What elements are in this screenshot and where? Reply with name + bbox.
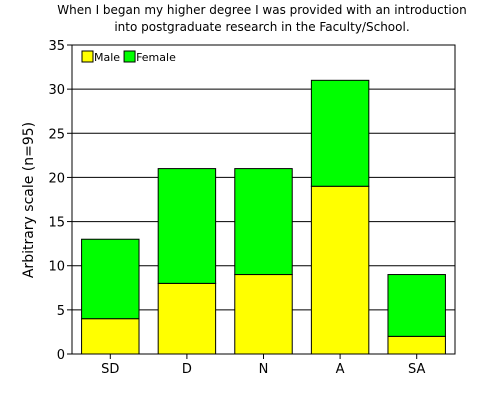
y-axis: 0 5 10 15 20 25 30 35: [48, 39, 72, 363]
y-tick-label: 10: [48, 260, 65, 275]
legend: Male Female: [81, 50, 176, 64]
x-tick-label: A: [336, 362, 345, 377]
bars: [81, 79, 446, 355]
chart-title: When I began my higher degree I was prov…: [57, 3, 466, 34]
bar-male-n: [234, 274, 293, 355]
y-tick-label: 0: [57, 348, 65, 363]
bar-female-n: [234, 168, 293, 276]
x-tick-label: D: [182, 362, 192, 377]
chart-title-line-1: When I began my higher degree I was prov…: [57, 3, 466, 17]
bar-female-d: [157, 168, 217, 284]
legend-label-male: Male: [94, 51, 120, 64]
bar-male-d: [157, 282, 217, 355]
bar-female-sd: [81, 238, 140, 320]
y-axis-label: Arbitrary scale (n=95): [21, 122, 37, 278]
y-tick-label: 15: [48, 216, 65, 231]
x-tick-label: SD: [101, 362, 119, 377]
bar-male-sd: [81, 318, 140, 355]
bar-male-a: [310, 185, 370, 355]
legend-label-female: Female: [136, 51, 176, 64]
y-tick-label: 5: [57, 304, 65, 319]
bar-male-sa: [387, 335, 446, 355]
x-axis: SD D N A SA: [101, 354, 425, 377]
legend-swatch-male: [81, 50, 94, 63]
y-tick-label: 20: [48, 171, 65, 186]
y-tick-label: 35: [48, 39, 65, 54]
x-tick-label: SA: [408, 362, 425, 377]
chart-title-line-2: into postgraduate research in the Facult…: [114, 20, 409, 34]
legend-swatch-female: [123, 50, 136, 63]
y-tick-label: 25: [48, 127, 65, 142]
bar-female-sa: [387, 274, 446, 337]
x-tick-label: N: [259, 362, 269, 377]
bar-female-a: [310, 79, 370, 187]
y-tick-label: 30: [48, 83, 65, 98]
